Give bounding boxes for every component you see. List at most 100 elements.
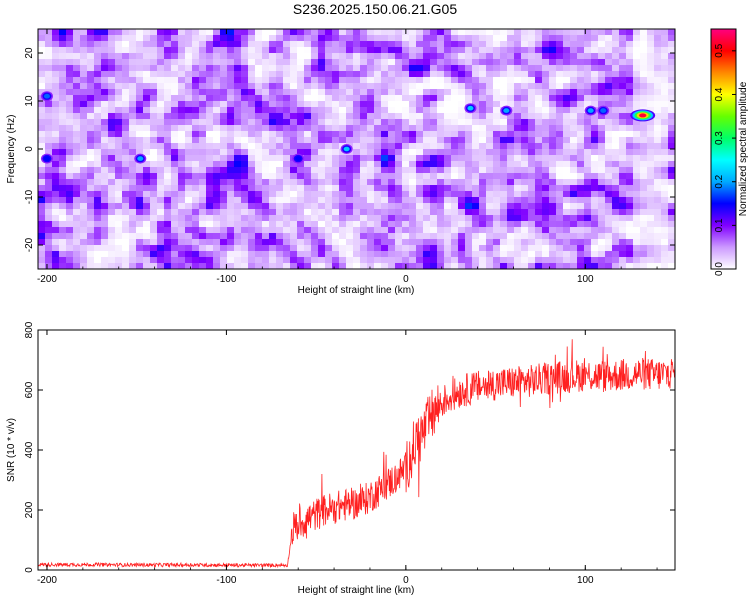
heatmap-cell (381, 233, 389, 240)
heatmap-cell (507, 59, 515, 66)
heatmap-cell (556, 263, 564, 270)
heatmap-cell (619, 239, 627, 246)
heatmap-cell (178, 29, 186, 36)
heatmap-cell (185, 143, 193, 150)
heatmap-cell (584, 191, 592, 198)
heatmap-cell (563, 59, 571, 66)
heatmap-cell (619, 209, 627, 216)
heatmap-cell (241, 173, 249, 180)
heatmap-cell (605, 233, 613, 240)
heatmap-cell (409, 65, 417, 72)
heatmap-cell (556, 113, 564, 120)
heatmap-cell (626, 149, 634, 156)
heatmap-cell (472, 233, 480, 240)
heatmap-cell (164, 101, 172, 108)
heatmap-cell (486, 53, 494, 60)
heatmap-cell (402, 125, 410, 132)
heatmap-cell (311, 203, 319, 210)
heatmap-cell (52, 113, 60, 120)
heatmap-cell (584, 233, 592, 240)
heatmap-cell (486, 89, 494, 96)
heatmap-cell (493, 131, 501, 138)
heatmap-cell (45, 149, 53, 156)
heatmap-cell (612, 203, 620, 210)
heatmap-cell (220, 137, 228, 144)
heatmap-cell (234, 53, 242, 60)
heatmap-cell (38, 227, 46, 234)
heatmap-cell (395, 251, 403, 258)
heatmap-cell (430, 227, 438, 234)
heatmap-cell (129, 143, 137, 150)
heatmap-cell (164, 41, 172, 48)
heatmap-cell (479, 89, 487, 96)
heatmap-cell (549, 101, 557, 108)
heatmap-cell (122, 185, 130, 192)
heatmap-cell (220, 101, 228, 108)
heatmap-cell (178, 191, 186, 198)
heatmap-cell (416, 161, 424, 168)
heatmap-cell (661, 221, 669, 228)
heatmap-cell (430, 179, 438, 186)
heatmap-cell (283, 221, 291, 228)
heatmap-cell (570, 227, 578, 234)
heatmap-cell (143, 203, 151, 210)
heatmap-cell (262, 71, 270, 78)
heatmap-cell (45, 77, 53, 84)
heatmap-cell (584, 131, 592, 138)
heatmap-cell (444, 113, 452, 120)
heatmap-cell (318, 35, 326, 42)
heatmap-cell (66, 209, 74, 216)
heatmap-cell (346, 83, 354, 90)
heatmap-cell (297, 119, 305, 126)
heatmap-cell (395, 209, 403, 216)
heatmap-cell (619, 101, 627, 108)
heatmap-cell (122, 29, 130, 36)
heatmap-cell (318, 47, 326, 54)
heatmap-cell (213, 233, 221, 240)
heatmap-cell (591, 167, 599, 174)
heatmap-cell (500, 131, 508, 138)
heatmap-cell (220, 173, 228, 180)
heatmap-cell (262, 101, 270, 108)
heatmap-cell (584, 173, 592, 180)
heatmap-cell (500, 119, 508, 126)
heatmap-cell (423, 29, 431, 36)
heatmap-cell (654, 257, 662, 264)
heatmap-cell (136, 59, 144, 66)
heatmap-cell (262, 167, 270, 174)
heatmap-cell (122, 131, 130, 138)
heatmap-cell (388, 197, 396, 204)
heatmap-cell (227, 245, 235, 252)
heatmap-cell (535, 203, 543, 210)
heatmap-cell (248, 41, 256, 48)
heatmap-cell (500, 155, 508, 162)
heatmap-cell (444, 77, 452, 84)
heatmap-cell (570, 173, 578, 180)
heatmap-cell (213, 101, 221, 108)
heatmap-cell (584, 125, 592, 132)
heatmap-cell (206, 83, 214, 90)
heatmap-cell (129, 89, 137, 96)
heatmap-cell (535, 245, 543, 252)
heatmap-cell (514, 83, 522, 90)
heatmap-cell (605, 47, 613, 54)
heatmap-cell (332, 221, 340, 228)
heatmap-cell (199, 65, 207, 72)
heatmap-cell (619, 149, 627, 156)
heatmap-cell (227, 197, 235, 204)
heatmap-cell (325, 71, 333, 78)
heatmap-cell (213, 41, 221, 48)
heatmap-cell (598, 137, 606, 144)
heatmap-cell (332, 215, 340, 222)
heatmap-cell (304, 179, 312, 186)
heatmap-cell (136, 71, 144, 78)
heatmap-cell (185, 113, 193, 120)
heatmap-cell (367, 119, 375, 126)
heatmap-cell (171, 65, 179, 72)
heatmap-cell (612, 155, 620, 162)
heatmap-cell (262, 35, 270, 42)
heatmap-cell (507, 197, 515, 204)
heatmap-cell (73, 215, 81, 222)
heatmap-cell (178, 131, 186, 138)
heatmap-cell (528, 101, 536, 108)
